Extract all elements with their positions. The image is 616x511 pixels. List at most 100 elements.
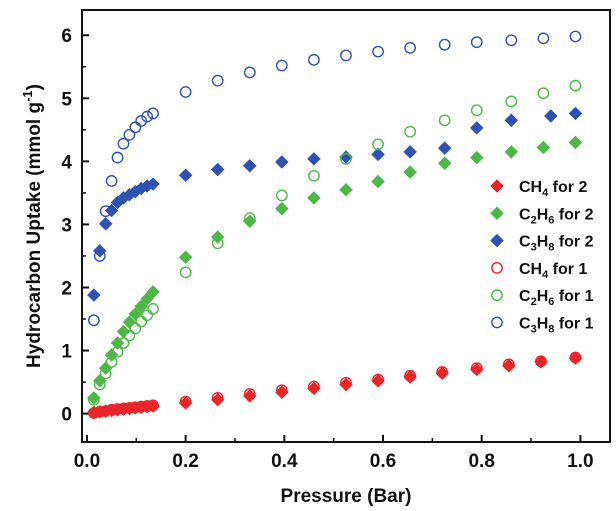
data-point xyxy=(568,106,583,121)
data-point xyxy=(93,405,106,418)
data-point xyxy=(135,315,148,328)
data-point xyxy=(129,401,142,414)
data-point xyxy=(274,201,289,216)
x-tick-label: 0.8 xyxy=(468,451,494,472)
data-point xyxy=(242,214,257,229)
data-point xyxy=(211,74,224,87)
data-point xyxy=(535,355,547,368)
data-point xyxy=(111,403,124,416)
data-point xyxy=(372,138,384,151)
y-axis-title: Hydrocarbon Uptake (mmol g-1) xyxy=(20,84,45,368)
data-point xyxy=(502,358,515,371)
legend-label: C2H6 for 2 xyxy=(519,206,594,226)
data-point xyxy=(243,388,256,400)
data-point xyxy=(339,182,353,197)
y-axis-title-exponent: -1 xyxy=(20,90,35,102)
data-point xyxy=(86,288,101,302)
data-point xyxy=(307,191,321,205)
data-point xyxy=(308,380,320,393)
x-axis-title: Pressure (Bar) xyxy=(281,486,412,507)
legend-label: CH4 for 1 xyxy=(519,261,587,281)
data-point xyxy=(146,285,160,299)
data-point xyxy=(117,337,130,349)
y-axis-ticks: 0 1 2 3 4 5 6 xyxy=(61,26,89,426)
data-point xyxy=(123,128,136,141)
data-point xyxy=(340,376,352,389)
data-point xyxy=(87,407,100,419)
data-point xyxy=(87,393,100,406)
data-point xyxy=(105,175,118,187)
y-tick-label: 3 xyxy=(61,215,72,236)
data-point xyxy=(210,230,225,244)
data-point xyxy=(404,41,417,54)
x-tick-label: 0.6 xyxy=(370,451,396,472)
legend-item: C2H6 for 1 xyxy=(491,288,594,308)
y-tick-label: 4 xyxy=(61,152,72,173)
data-point xyxy=(307,151,321,166)
data-point xyxy=(543,109,558,123)
y-tick-label: 0 xyxy=(61,405,72,426)
data-point xyxy=(275,189,288,202)
data-point xyxy=(505,34,518,47)
data-point xyxy=(243,66,256,79)
data-point xyxy=(141,400,154,412)
data-point xyxy=(371,174,385,189)
data-series xyxy=(86,30,583,420)
data-point xyxy=(436,366,449,378)
data-point xyxy=(242,389,257,403)
data-point xyxy=(536,140,551,155)
data-point xyxy=(372,373,384,386)
data-point xyxy=(308,53,320,66)
data-point xyxy=(243,212,256,225)
legend-item: CH4 for 2 xyxy=(490,179,587,199)
data-point xyxy=(403,145,418,159)
legend-marker xyxy=(490,206,504,221)
data-point xyxy=(569,79,582,92)
legend-marker xyxy=(490,179,504,193)
x-axis-ticks: 0.0 0.2 0.4 0.6 0.8 1.0 xyxy=(74,435,594,472)
legend-marker xyxy=(491,289,503,302)
data-point xyxy=(437,156,452,171)
data-point xyxy=(505,95,518,108)
data-point xyxy=(146,177,160,191)
data-point xyxy=(111,345,124,358)
data-point xyxy=(438,114,451,127)
data-point xyxy=(438,38,451,51)
data-point xyxy=(111,151,124,164)
data-point xyxy=(470,104,483,117)
legend-item: C3H8 for 2 xyxy=(490,234,594,254)
y-tick-label: 6 xyxy=(61,26,72,47)
y-tick-label: 1 xyxy=(61,342,72,363)
legend-label: C2H6 for 1 xyxy=(519,288,594,308)
x-tick-label: 1.0 xyxy=(567,451,593,472)
data-point xyxy=(537,87,550,100)
data-point xyxy=(274,385,289,400)
data-point xyxy=(179,266,192,279)
data-point xyxy=(147,107,159,120)
legend-item: C3H8 for 1 xyxy=(491,316,594,336)
data-point xyxy=(469,150,484,165)
data-point xyxy=(117,402,130,415)
legend-label: CH4 for 2 xyxy=(519,179,587,199)
data-point xyxy=(403,165,418,179)
series-1 xyxy=(86,351,583,420)
plot-frame xyxy=(81,9,611,443)
legend-marker xyxy=(491,316,503,329)
y-tick-label: 2 xyxy=(61,278,72,299)
data-point xyxy=(99,205,112,218)
data-point xyxy=(147,399,159,412)
data-point xyxy=(404,125,417,138)
data-point xyxy=(134,299,149,314)
data-point xyxy=(99,405,112,417)
data-point xyxy=(569,351,582,364)
data-point xyxy=(340,49,352,62)
data-point xyxy=(117,137,130,150)
data-point xyxy=(308,169,320,182)
legend-marker xyxy=(491,261,503,274)
data-point xyxy=(371,147,385,162)
data-point xyxy=(135,400,148,413)
data-point xyxy=(372,45,384,58)
data-point xyxy=(105,356,118,368)
series-6 xyxy=(87,30,582,327)
